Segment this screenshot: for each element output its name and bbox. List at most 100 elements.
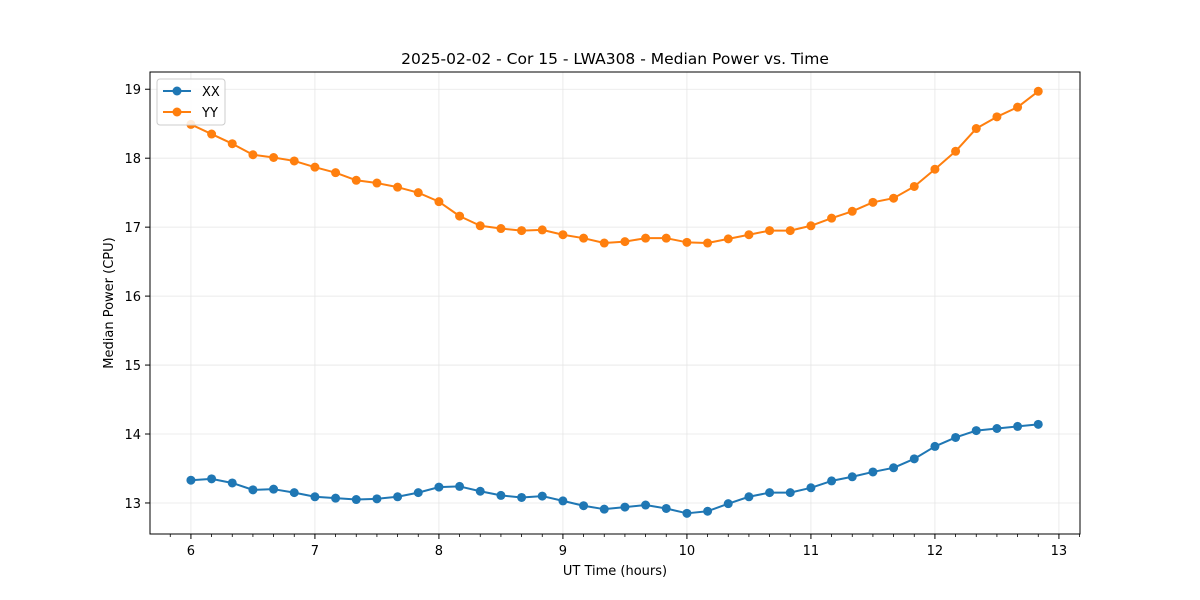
data-point-xx <box>372 494 382 504</box>
data-point-yy <box>310 162 320 172</box>
data-point-yy <box>951 146 961 156</box>
data-point-xx <box>765 488 775 498</box>
data-point-yy <box>207 129 217 139</box>
data-point-xx <box>930 441 940 451</box>
data-point-xx <box>579 501 589 511</box>
data-point-xx <box>682 508 692 518</box>
data-point-yy <box>889 193 899 203</box>
data-point-xx <box>806 483 816 493</box>
chart-title: 2025-02-02 - Cor 15 - LWA308 - Median Po… <box>401 50 829 68</box>
data-point-xx <box>620 502 630 512</box>
data-point-yy <box>868 197 878 207</box>
data-point-yy <box>248 150 258 160</box>
data-point-yy <box>393 182 403 192</box>
data-point-xx <box>827 476 837 486</box>
data-point-xx <box>434 482 444 492</box>
y-axis-label: Median Power (CPU) <box>102 237 117 368</box>
x-tick-label: 8 <box>435 544 443 559</box>
data-point-yy <box>971 124 981 134</box>
legend-marker-xx <box>172 86 182 96</box>
legend-label-xx: XX <box>202 85 220 100</box>
data-point-yy <box>620 237 630 247</box>
y-tick-label: 18 <box>124 152 141 167</box>
data-point-yy <box>351 175 361 185</box>
data-point-yy <box>930 164 940 174</box>
data-point-xx <box>703 506 713 516</box>
data-point-xx <box>1033 419 1043 429</box>
data-point-yy <box>765 226 775 236</box>
data-point-yy <box>1033 86 1043 96</box>
data-point-xx <box>186 475 196 485</box>
data-point-xx <box>909 454 919 464</box>
x-axis: 6 7 8 9 10 11 12 13 <box>169 534 1080 559</box>
data-point-xx <box>951 432 961 442</box>
data-point-xx <box>207 474 217 484</box>
data-point-yy <box>434 197 444 207</box>
series-layer <box>186 86 1043 518</box>
x-tick-label: 9 <box>559 544 567 559</box>
x-tick-label: 7 <box>311 544 319 559</box>
x-tick-label: 11 <box>803 544 820 559</box>
data-point-xx <box>785 488 795 498</box>
data-point-yy <box>909 181 919 191</box>
data-point-xx <box>310 492 320 502</box>
data-point-yy <box>475 221 485 231</box>
data-point-yy <box>331 168 341 178</box>
data-point-xx <box>248 485 258 495</box>
data-point-xx <box>393 492 403 502</box>
data-point-yy <box>703 238 713 248</box>
data-point-yy <box>806 221 816 231</box>
data-point-xx <box>599 504 609 514</box>
data-point-yy <box>372 178 382 188</box>
data-point-xx <box>889 463 899 473</box>
data-point-xx <box>227 478 237 488</box>
x-tick-label: 13 <box>1051 544 1068 559</box>
data-point-yy <box>579 233 589 243</box>
x-tick-label: 12 <box>927 544 944 559</box>
data-point-yy <box>496 224 506 234</box>
data-point-yy <box>455 211 465 221</box>
x-tick-label: 6 <box>187 544 195 559</box>
legend-marker-yy <box>172 107 182 117</box>
y-tick-label: 15 <box>124 359 141 374</box>
data-point-yy <box>992 112 1002 122</box>
y-axis: 13 14 15 16 17 18 19 <box>124 83 150 512</box>
data-point-xx <box>269 484 279 494</box>
data-point-xx <box>331 493 341 503</box>
data-point-xx <box>496 490 506 500</box>
data-point-xx <box>558 496 568 506</box>
y-tick-label: 17 <box>124 221 141 236</box>
data-point-yy <box>682 237 692 247</box>
x-tick-label: 10 <box>679 544 696 559</box>
legend: XX YY <box>156 78 226 126</box>
y-tick-label: 14 <box>124 428 141 443</box>
grid-lines <box>150 72 1080 534</box>
data-point-yy <box>227 139 237 149</box>
data-point-xx <box>723 499 733 509</box>
data-point-xx <box>744 492 754 502</box>
data-point-yy <box>599 238 609 248</box>
data-point-yy <box>827 213 837 223</box>
data-point-yy <box>744 230 754 240</box>
data-point-yy <box>517 226 527 236</box>
data-point-xx <box>517 492 527 502</box>
data-point-xx <box>868 467 878 477</box>
data-point-xx <box>992 423 1002 433</box>
data-point-yy <box>269 153 279 163</box>
data-point-xx <box>351 495 361 505</box>
data-point-yy <box>785 226 795 236</box>
data-point-xx <box>289 488 299 498</box>
data-point-yy <box>641 233 651 243</box>
x-axis-label: UT Time (hours) <box>563 564 667 579</box>
plot-frame <box>149 71 1081 535</box>
data-point-xx <box>847 472 857 482</box>
y-tick-label: 19 <box>124 83 141 98</box>
data-point-yy <box>558 230 568 240</box>
data-point-yy <box>723 234 733 244</box>
data-point-yy <box>289 156 299 166</box>
data-point-xx <box>661 503 671 513</box>
data-point-yy <box>661 233 671 243</box>
data-point-yy <box>847 206 857 216</box>
data-point-yy <box>1013 102 1023 112</box>
